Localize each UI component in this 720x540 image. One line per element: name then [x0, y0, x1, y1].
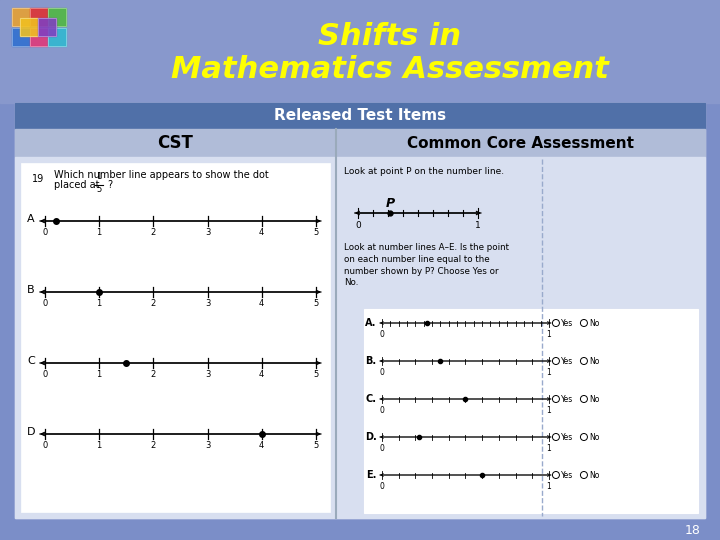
- Bar: [12, 28, 30, 46]
- Text: 4: 4: [259, 441, 264, 450]
- Text: P: P: [386, 197, 395, 210]
- Text: 1: 1: [96, 441, 102, 450]
- Text: Yes: Yes: [561, 470, 573, 480]
- Bar: [30, 28, 48, 46]
- Text: 1: 1: [546, 482, 552, 491]
- Text: ?: ?: [107, 180, 112, 190]
- Text: 1: 1: [96, 172, 102, 181]
- Text: 0: 0: [42, 370, 48, 379]
- Text: D: D: [27, 427, 35, 437]
- Text: C.: C.: [365, 394, 377, 404]
- Bar: [12, 8, 30, 26]
- Text: Yes: Yes: [561, 319, 573, 327]
- Bar: [30, 8, 48, 26]
- Text: 5: 5: [313, 370, 318, 379]
- Text: 3: 3: [204, 228, 210, 237]
- Bar: [28, 171, 48, 187]
- Bar: [48, 28, 66, 46]
- Text: placed at: placed at: [54, 180, 99, 190]
- Bar: [30, 8, 48, 26]
- Text: D.: D.: [365, 432, 377, 442]
- Text: B: B: [27, 285, 35, 295]
- Text: 5: 5: [313, 299, 318, 308]
- Bar: [48, 8, 66, 26]
- Text: 1: 1: [546, 330, 552, 339]
- Text: 1: 1: [546, 406, 552, 415]
- Text: 5: 5: [313, 228, 318, 237]
- Text: A: A: [27, 214, 35, 224]
- Text: 0: 0: [379, 444, 384, 453]
- Text: 0: 0: [355, 221, 361, 230]
- Bar: [364, 309, 698, 513]
- Text: No: No: [589, 319, 599, 327]
- Bar: [12, 8, 30, 26]
- Text: 3: 3: [204, 299, 210, 308]
- Text: Common Core Assessment: Common Core Assessment: [407, 136, 634, 151]
- Text: 2: 2: [150, 299, 156, 308]
- Text: 0: 0: [379, 368, 384, 377]
- Text: Shifts in: Shifts in: [318, 22, 462, 51]
- Text: 1: 1: [96, 299, 102, 308]
- Bar: [0, 0, 720, 103]
- Text: 2: 2: [150, 441, 156, 450]
- Text: Which number line appears to show the dot: Which number line appears to show the do…: [54, 170, 269, 180]
- Text: E.: E.: [366, 470, 376, 480]
- Bar: [12, 28, 30, 46]
- Bar: [20, 18, 38, 36]
- Text: 4: 4: [259, 370, 264, 379]
- Text: Yes: Yes: [561, 395, 573, 403]
- Bar: [38, 18, 56, 36]
- Text: CST: CST: [158, 134, 194, 152]
- Text: 0: 0: [379, 330, 384, 339]
- Text: No: No: [589, 433, 599, 442]
- Text: 4: 4: [259, 228, 264, 237]
- Text: Yes: Yes: [561, 356, 573, 366]
- Bar: [21, 163, 330, 512]
- Text: Look at point P on the number line.: Look at point P on the number line.: [344, 167, 504, 176]
- Text: Mathematics Assessment: Mathematics Assessment: [171, 55, 609, 84]
- Text: 0: 0: [42, 299, 48, 308]
- Text: 0: 0: [379, 406, 384, 415]
- Text: 1: 1: [96, 370, 102, 379]
- Text: C: C: [27, 356, 35, 366]
- Bar: [15, 103, 705, 518]
- Text: Look at number lines A–E. Is the point
on each number line equal to the
number s: Look at number lines A–E. Is the point o…: [344, 243, 509, 287]
- Text: 3: 3: [204, 370, 210, 379]
- Text: 5: 5: [313, 441, 318, 450]
- Text: 0: 0: [42, 441, 48, 450]
- Bar: [15, 129, 705, 157]
- Text: 5: 5: [96, 185, 102, 194]
- Text: 1: 1: [96, 228, 102, 237]
- Text: No: No: [589, 470, 599, 480]
- Bar: [48, 28, 66, 46]
- Text: No: No: [589, 356, 599, 366]
- Bar: [48, 8, 66, 26]
- Text: 19: 19: [32, 174, 44, 184]
- Bar: [15, 103, 705, 129]
- Bar: [15, 157, 705, 518]
- Text: 1: 1: [546, 444, 552, 453]
- Text: 2: 2: [150, 228, 156, 237]
- Text: B.: B.: [365, 356, 377, 366]
- Text: A.: A.: [365, 318, 377, 328]
- Text: 2: 2: [150, 370, 156, 379]
- Text: 1: 1: [546, 368, 552, 377]
- Text: 1: 1: [475, 221, 481, 230]
- Text: 3: 3: [204, 441, 210, 450]
- Text: Released Test Items: Released Test Items: [274, 109, 446, 124]
- Bar: [30, 28, 48, 46]
- Text: 0: 0: [42, 228, 48, 237]
- Text: 0: 0: [379, 482, 384, 491]
- Bar: [38, 18, 56, 36]
- Bar: [20, 18, 38, 36]
- Text: 4: 4: [259, 299, 264, 308]
- Text: No: No: [589, 395, 599, 403]
- Text: 18: 18: [685, 523, 701, 537]
- Text: Yes: Yes: [561, 433, 573, 442]
